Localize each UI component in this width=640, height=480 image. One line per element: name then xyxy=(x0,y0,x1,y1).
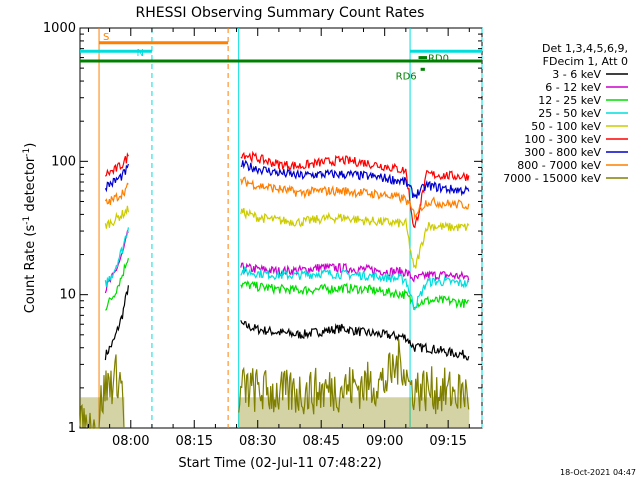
series-line-6-1 xyxy=(240,159,470,199)
bg-fill-1 xyxy=(238,397,470,428)
legend-label-8: 7000 - 15000 keV xyxy=(503,172,601,185)
vertical-markers xyxy=(98,28,483,428)
series-line-8-1 xyxy=(238,339,470,415)
legend-header-0: Det 1,3,4,5,6,9, xyxy=(542,42,628,55)
y-axis-label: Count Rate (s-1 detector-1) xyxy=(22,143,38,314)
legend: Det 1,3,4,5,6,9,FDecim 1, Att 03 - 6 keV… xyxy=(503,42,628,185)
legend-header-1: FDecim 1, Att 0 xyxy=(543,55,628,68)
series-line-2-1 xyxy=(240,280,470,310)
x-tick-label-4: 09:00 xyxy=(366,434,403,449)
y-axis-label-mid: detector xyxy=(23,156,38,216)
y-axis: 1 10 100 1000 xyxy=(43,21,482,436)
state-bar-label-0: S xyxy=(103,32,109,43)
x-tick-label-2: 08:30 xyxy=(239,434,276,449)
y-tick-label-0: 1 xyxy=(68,421,76,436)
legend-label-0: 3 - 6 keV xyxy=(552,68,601,81)
series-line-5-1 xyxy=(240,150,470,229)
plot-frame xyxy=(79,27,483,429)
state-bar-label-5: RD6 xyxy=(396,71,417,82)
legend-label-5: 100 - 300 keV xyxy=(524,133,601,146)
series-line-4-1 xyxy=(240,207,470,269)
series-line-1-0 xyxy=(104,229,129,294)
series-line-0-1 xyxy=(240,320,470,361)
y-axis-label-sup1: -1 xyxy=(22,216,32,225)
series-layer xyxy=(79,150,470,429)
state-bar-label-4: RD0 xyxy=(428,54,449,65)
series-line-4-0 xyxy=(104,205,129,229)
legend-label-7: 800 - 7000 keV xyxy=(517,159,601,172)
x-tick-label-5: 09:15 xyxy=(429,434,466,449)
legend-label-4: 50 - 100 keV xyxy=(531,120,601,133)
series-line-6-0 xyxy=(104,163,129,193)
series-line-7-1 xyxy=(240,176,470,220)
series-line-0-0 xyxy=(104,285,129,361)
x-tick-label-3: 08:45 xyxy=(302,434,339,449)
x-tick-label-0: 08:00 xyxy=(112,434,149,449)
bg-fill-0 xyxy=(80,397,125,428)
chart-title: RHESSI Observing Summary Count Rates xyxy=(136,5,425,21)
x-tick-label-1: 08:15 xyxy=(176,434,213,449)
y-tick-label-1: 10 xyxy=(59,288,76,303)
state-bar-label-1: N xyxy=(136,48,143,59)
series-line-3-0 xyxy=(104,227,129,287)
series-line-8-0 xyxy=(79,354,125,429)
series-line-2-0 xyxy=(105,258,129,311)
y-tick-label-3: 1000 xyxy=(43,21,76,36)
y-axis-label-sup2: -1 xyxy=(22,148,32,157)
series-line-1-1 xyxy=(240,262,470,283)
state-bars: S N RD0 RD6 xyxy=(80,32,482,82)
legend-label-2: 12 - 25 keV xyxy=(538,94,601,107)
series-line-7-0 xyxy=(104,182,129,206)
x-axis: 08:00 08:15 08:30 08:45 09:00 09:15 xyxy=(87,28,470,449)
series-line-3-1 xyxy=(240,266,470,311)
y-axis-label-main: Count Rate (s xyxy=(23,225,38,314)
footer-timestamp: 18-Oct-2021 04:47 xyxy=(560,468,636,477)
legend-label-6: 300 - 800 keV xyxy=(524,146,601,159)
y-axis-label-end: ) xyxy=(23,143,38,148)
x-axis-label: Start Time (02-Jul-11 07:48:22) xyxy=(178,456,381,471)
legend-label-1: 6 - 12 keV xyxy=(545,81,601,94)
series-line-5-0 xyxy=(104,152,129,177)
legend-label-3: 25 - 50 keV xyxy=(538,107,601,120)
y-tick-label-2: 100 xyxy=(51,154,76,169)
